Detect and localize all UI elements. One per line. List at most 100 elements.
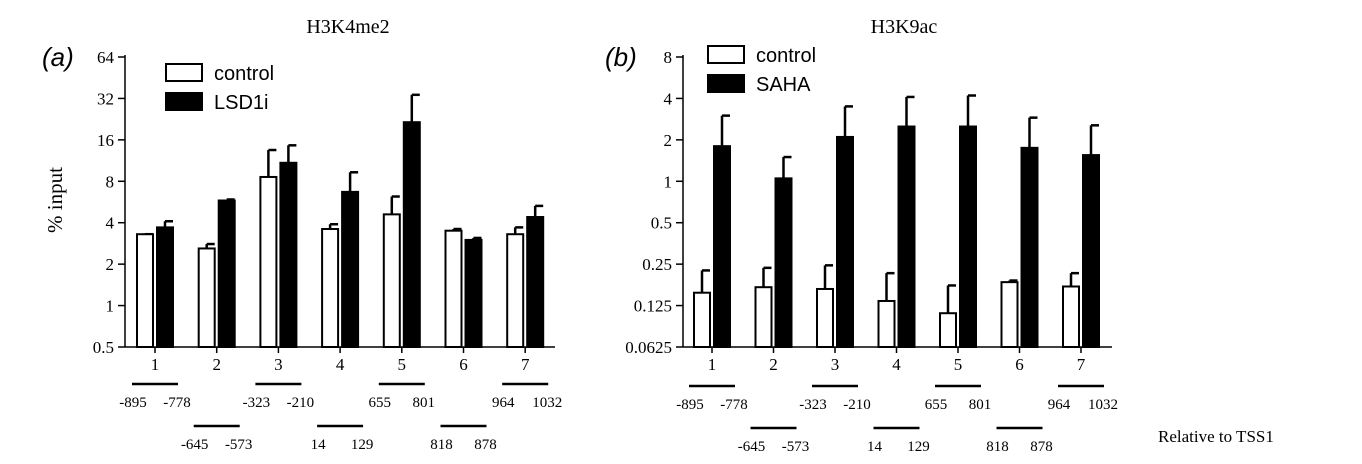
legend-label: SAHA: [756, 74, 811, 96]
legend-swatch: [707, 74, 745, 93]
y-tick-label: 1: [664, 172, 673, 191]
region-start-label: 818: [986, 439, 1009, 455]
treatment-bar: [464, 238, 483, 348]
treatment-bar: [774, 177, 793, 348]
x-tick-label: 3: [274, 355, 283, 374]
y-tick-label: 8: [664, 48, 673, 67]
control-bar: [382, 213, 401, 348]
region-start-label: 14: [311, 437, 327, 453]
panel-a-legend: control LSD1i: [165, 63, 274, 114]
x-tick-label: 4: [336, 355, 345, 374]
y-tick-label: 0.125: [634, 297, 672, 316]
region-end-label: 129: [351, 437, 374, 453]
y-tick-label: 4: [664, 89, 673, 108]
region-start-label: -645: [738, 439, 766, 455]
y-tick-label: 8: [106, 172, 115, 191]
panel-b-regions: -895 -778 -645 -573 -323 -210 14 129 655 801 818 87…: [676, 384, 1118, 455]
panel-a-label: (a): [42, 42, 74, 72]
y-tick-label: 0.5: [93, 338, 114, 357]
legend-label: LSD1i: [214, 92, 268, 114]
region-end-label: -210: [287, 395, 315, 411]
panel-b-legend: control SAHA: [707, 45, 816, 96]
region-end-label: -573: [225, 437, 253, 453]
panel-a-regions: -895 -778 -645 -573 -323 -210 14 129 655 801 818 87…: [119, 382, 562, 453]
panel-a: (a) H3K4me2 0.5 1 2 4 8 16 32 64 1 2 3 4 5 6 7 control…: [42, 16, 562, 453]
control-bar: [444, 229, 463, 348]
legend-swatch: [165, 63, 203, 82]
treatment-bar: [713, 145, 731, 348]
x-tick-label: 5: [398, 355, 407, 374]
region-end-label: 129: [907, 439, 930, 455]
x-tick-label: 1: [708, 355, 717, 374]
legend-label: control: [756, 45, 816, 67]
region-end-label: 878: [1030, 439, 1053, 455]
region-start-label: -645: [181, 437, 209, 453]
y-tick-label: 0.0625: [625, 338, 672, 357]
region-end-label: -573: [782, 439, 810, 455]
control-bar: [259, 175, 278, 348]
region-start-label: 655: [369, 395, 392, 411]
legend-swatch: [165, 92, 203, 111]
x-tick-label: 2: [212, 355, 221, 374]
control-bar: [506, 233, 525, 349]
y-tick-label: 16: [97, 131, 114, 150]
y-tick-label: 0.5: [651, 214, 672, 233]
region-end-label: -778: [163, 395, 191, 411]
x-tick-label: 4: [892, 355, 901, 374]
treatment-bar: [897, 125, 916, 348]
x-tick-label: 1: [151, 355, 160, 374]
panel-b-bars: [693, 94, 1100, 349]
panel-b-label: (b): [605, 42, 637, 72]
control-bar: [136, 233, 154, 349]
region-end-label: 801: [413, 395, 436, 411]
treatment-bar: [526, 216, 545, 348]
treatment-bar: [217, 199, 236, 348]
panel-b-title: H3K9ac: [871, 16, 938, 38]
treatment-bar: [959, 125, 977, 348]
region-start-label: 964: [492, 395, 515, 411]
y-tick-label: 32: [97, 89, 114, 108]
x-tick-label: 5: [954, 355, 963, 374]
y-tick-label: 0.25: [642, 255, 672, 274]
region-end-label: -210: [843, 397, 871, 413]
region-start-label: 964: [1048, 397, 1071, 413]
y-axis-label: % input: [43, 167, 67, 233]
region-start-label: 14: [867, 439, 883, 455]
control-bar: [754, 286, 773, 349]
control-bar: [877, 299, 896, 348]
y-tick-label: 1: [106, 297, 115, 316]
region-start-label: -895: [676, 397, 704, 413]
x-tick-label: 3: [831, 355, 840, 374]
treatment-bar: [341, 190, 360, 348]
treatment-bar: [1020, 146, 1039, 348]
x-tick-label: 2: [769, 355, 778, 374]
treatment-bar: [402, 121, 421, 348]
treatment-bar: [279, 161, 298, 348]
y-tick-label: 64: [97, 48, 115, 67]
panel-a-axes: 0.5 1 2 4 8 16 32 64 1 2 3 4 5 6 7: [93, 48, 555, 374]
region-end-label: -778: [720, 397, 748, 413]
treatment-bar: [156, 226, 174, 348]
treatment-bar: [1082, 154, 1100, 348]
control-bar: [197, 247, 216, 348]
x-tick-label: 6: [1015, 355, 1024, 374]
legend-label: control: [214, 63, 274, 85]
x-tick-label: 7: [1077, 355, 1086, 374]
region-start-label: 655: [925, 397, 948, 413]
control-bar: [693, 291, 711, 348]
region-end-label: 1032: [1088, 397, 1118, 413]
panel-a-title: H3K4me2: [306, 16, 389, 38]
control-bar: [1062, 285, 1080, 349]
panel-a-bars: [136, 93, 545, 349]
region-start-label: -323: [243, 395, 271, 411]
control-bar: [321, 228, 340, 348]
x-tick-label: 6: [459, 355, 468, 374]
region-end-label: 801: [969, 397, 992, 413]
control-bar: [1000, 281, 1019, 349]
treatment-bar: [836, 135, 854, 348]
y-tick-label: 4: [106, 214, 115, 233]
region-start-label: 818: [430, 437, 453, 453]
